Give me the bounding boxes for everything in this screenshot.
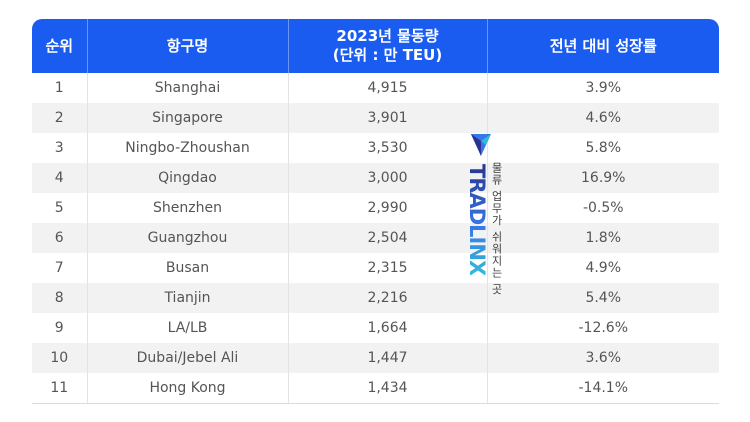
cell-growth: -14.1% xyxy=(487,373,719,404)
cell-port: Tianjin xyxy=(87,283,289,313)
cell-volume: 4,915 xyxy=(288,73,488,103)
cell-volume: 3,901 xyxy=(288,103,488,133)
table-row: 8 Tianjin 2,216 5.4% xyxy=(32,283,719,313)
cell-rank: 5 xyxy=(32,193,88,223)
cell-growth: 3.6% xyxy=(487,343,719,373)
table-row: 6 Guangzhou 2,504 1.8% xyxy=(32,223,719,253)
header-volume-unit: (단위 : 만 TEU) xyxy=(332,46,443,64)
table-row: 9 LA/LB 1,664 -12.6% xyxy=(32,313,719,343)
cell-growth: 1.8% xyxy=(487,223,719,253)
cell-volume: 2,504 xyxy=(288,223,488,253)
cell-port: Busan xyxy=(87,253,289,283)
cell-port: Guangzhou xyxy=(87,223,289,253)
cell-rank: 9 xyxy=(32,313,88,343)
cell-rank: 1 xyxy=(32,73,88,103)
cell-growth: 5.4% xyxy=(487,283,719,313)
cell-growth: 4.6% xyxy=(487,103,719,133)
cell-volume: 2,216 xyxy=(288,283,488,313)
cell-volume: 1,434 xyxy=(288,373,488,404)
cell-volume: 3,000 xyxy=(288,163,488,193)
cell-volume: 2,990 xyxy=(288,193,488,223)
cell-volume: 2,315 xyxy=(288,253,488,283)
cell-rank: 6 xyxy=(32,223,88,253)
cell-growth: 3.9% xyxy=(585,80,622,96)
port-ranking-table-container: 순위 항구명 2023년 물동량 (단위 : 만 TEU) 전년 대비 성장률 … xyxy=(32,19,719,404)
cell-growth: 5.8% xyxy=(585,140,622,156)
table-row: 1 Shanghai 4,915 3.9% xyxy=(32,73,719,103)
table-row: 10 Dubai/Jebel Ali 1,447 3.6% xyxy=(32,343,719,373)
table-row: 2 Singapore 3,901 4.6% xyxy=(32,103,719,133)
cell-volume: 1,447 xyxy=(288,343,488,373)
cell-port: Singapore xyxy=(87,103,289,133)
cell-port: Ningbo-Zhoushan xyxy=(87,133,289,163)
cell-growth: 4.9% xyxy=(585,260,622,276)
cell-growth: -0.5% xyxy=(582,200,624,216)
cell-port: Qingdao xyxy=(87,163,289,193)
header-volume: 2023년 물동량 (단위 : 만 TEU) xyxy=(288,19,488,73)
header-volume-title: 2023년 물동량 xyxy=(336,27,439,45)
header-port: 항구명 xyxy=(87,19,289,73)
header-growth: 전년 대비 성장률 xyxy=(487,19,719,73)
cell-port: LA/LB xyxy=(87,313,289,343)
table-row: 3 Ningbo-Zhoushan 3,530 5.8% xyxy=(32,133,719,163)
table-header: 순위 항구명 2023년 물동량 (단위 : 만 TEU) 전년 대비 성장률 xyxy=(32,19,719,73)
table-body: 1 Shanghai 4,915 3.9% 2 Singapore 3,901 4.6% 3 Ni… xyxy=(32,73,719,404)
cell-port: Shanghai xyxy=(87,73,289,103)
cell-growth: 16.9% xyxy=(487,163,719,193)
cell-rank: 8 xyxy=(32,283,88,313)
header-row: 순위 항구명 2023년 물동량 (단위 : 만 TEU) 전년 대비 성장률 xyxy=(32,19,719,73)
cell-rank: 7 xyxy=(32,253,88,283)
cell-rank: 3 xyxy=(32,133,88,163)
cell-volume: 3,530 xyxy=(288,133,488,163)
cell-port: Hong Kong xyxy=(87,373,289,404)
table-row: 7 Busan 2,315 4.9% xyxy=(32,253,719,283)
cell-growth: -12.6% xyxy=(578,320,629,336)
cell-port: Dubai/Jebel Ali xyxy=(87,343,289,373)
cell-rank: 11 xyxy=(32,373,88,404)
header-rank: 순위 xyxy=(32,19,88,73)
cell-rank: 10 xyxy=(32,343,88,373)
cell-port: Shenzhen xyxy=(87,193,289,223)
table-row: 4 Qingdao 3,000 16.9% xyxy=(32,163,719,193)
table-row: 11 Hong Kong 1,434 -14.1% xyxy=(32,373,719,404)
port-ranking-table: 순위 항구명 2023년 물동량 (단위 : 만 TEU) 전년 대비 성장률 … xyxy=(32,19,719,404)
table-row: 5 Shenzhen 2,990 -0.5% xyxy=(32,193,719,223)
cell-volume: 1,664 xyxy=(288,313,488,343)
cell-rank: 4 xyxy=(32,163,88,193)
cell-rank: 2 xyxy=(32,103,88,133)
